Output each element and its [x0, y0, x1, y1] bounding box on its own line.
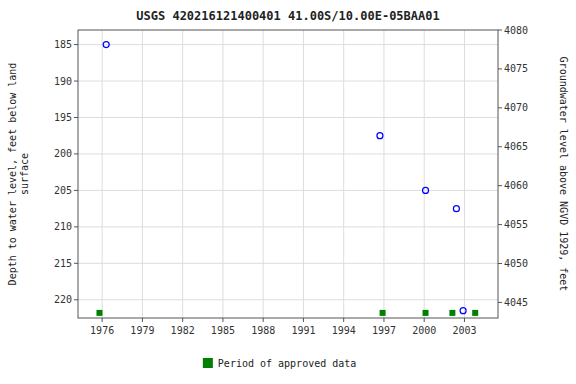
grid-line-x [142, 30, 143, 318]
y-tick [74, 190, 78, 191]
y-tick-label: 190 [54, 76, 72, 87]
y2-tick [498, 68, 502, 69]
y-tick-label: 205 [54, 185, 72, 196]
point [423, 310, 429, 316]
y-tick [74, 299, 78, 300]
x-tick [464, 318, 465, 322]
grid-line-y [78, 263, 498, 264]
y2-axis-label: Groundwater level above NGVD 1929, feet [558, 57, 569, 292]
y-tick [74, 44, 78, 45]
point [96, 310, 102, 316]
x-tick [263, 318, 264, 322]
y-axis-label: Depth to water level, feet below landsur… [7, 63, 30, 286]
x-tick [222, 318, 223, 322]
legend: Period of approved data [203, 358, 356, 369]
y2-tick [498, 30, 502, 31]
x-tick-label: 1991 [291, 325, 315, 336]
y2-tick-label: 4065 [504, 141, 528, 152]
point [377, 133, 383, 139]
point [380, 310, 386, 316]
y-axis-label-line: Depth to water level, feet below land [7, 63, 18, 286]
grid-line-y [78, 81, 498, 82]
point [460, 308, 466, 314]
grid-line-y [78, 117, 498, 118]
x-tick-label: 1976 [90, 325, 114, 336]
x-tick [182, 318, 183, 322]
point [453, 206, 459, 212]
y-tick-label: 210 [54, 221, 72, 232]
grid-line-x [464, 30, 465, 318]
plot-frame [78, 30, 498, 318]
x-tick [142, 318, 143, 322]
y2-tick [498, 185, 502, 186]
grid-line-x [303, 30, 304, 318]
y2-tick-label: 4080 [504, 25, 528, 36]
grid-line-x [182, 30, 183, 318]
point [472, 310, 478, 316]
x-tick-label: 1994 [332, 325, 356, 336]
y2-tick-label: 4060 [504, 180, 528, 191]
x-tick-label: 2003 [452, 325, 476, 336]
y2-tick [498, 107, 502, 108]
plot-background [78, 30, 498, 318]
grid-line-x [383, 30, 384, 318]
x-tick-label: 1988 [251, 325, 275, 336]
y2-tick [498, 146, 502, 147]
y-tick [74, 153, 78, 154]
legend-swatch [203, 358, 213, 368]
grid-line-y [78, 44, 498, 45]
y2-tick [498, 224, 502, 225]
y2-tick-label: 4070 [504, 102, 528, 113]
point [449, 310, 455, 316]
y2-tick-label: 4075 [504, 63, 528, 74]
y2-tick-label: 4055 [504, 219, 528, 230]
point [103, 42, 109, 48]
x-tick [343, 318, 344, 322]
y-tick-label: 215 [54, 258, 72, 269]
grid-line-x [222, 30, 223, 318]
grid-line-y [78, 190, 498, 191]
chart: 1976 1979 1982 1985 1988 1991 1994 1997 2000 2003… [0, 0, 576, 384]
y2-tick-label: 4050 [504, 258, 528, 269]
grid-line-x [343, 30, 344, 318]
y-tick [74, 263, 78, 264]
x-tick-label: 1997 [372, 325, 396, 336]
y-axis-label-line: surface [19, 153, 30, 195]
grid-line-x [102, 30, 103, 318]
x-tick-label: 1985 [211, 325, 235, 336]
title: USGS 420216121400401 41.00S/10.00E-05BAA… [136, 9, 439, 23]
y-tick-label: 185 [54, 39, 72, 50]
y2-tick [498, 302, 502, 303]
y-tick [74, 117, 78, 118]
x-tick [102, 318, 103, 322]
grid-line-y [78, 299, 498, 300]
y-tick-label: 195 [54, 112, 72, 123]
grid-line-x [424, 30, 425, 318]
y2-tick-label: 4045 [504, 297, 528, 308]
points [96, 42, 478, 316]
grid-line-y [78, 226, 498, 227]
x-tick [383, 318, 384, 322]
x-tick-label: 1982 [171, 325, 195, 336]
grid-line-x [263, 30, 264, 318]
x-tick [303, 318, 304, 322]
x-tick-label: 1979 [130, 325, 154, 336]
legend-label: Period of approved data [218, 358, 356, 369]
grid-line-y [78, 153, 498, 154]
x-tick [424, 318, 425, 322]
y-tick-label: 220 [54, 294, 72, 305]
y2-tick [498, 263, 502, 264]
y-tick [74, 226, 78, 227]
y-tick-label: 200 [54, 148, 72, 159]
grid [78, 30, 498, 318]
y-tick [74, 81, 78, 82]
point [423, 187, 429, 193]
x-tick-label: 2000 [412, 325, 436, 336]
axes: 1976 1979 1982 1985 1988 1991 1994 1997 2000 2003… [54, 25, 528, 337]
